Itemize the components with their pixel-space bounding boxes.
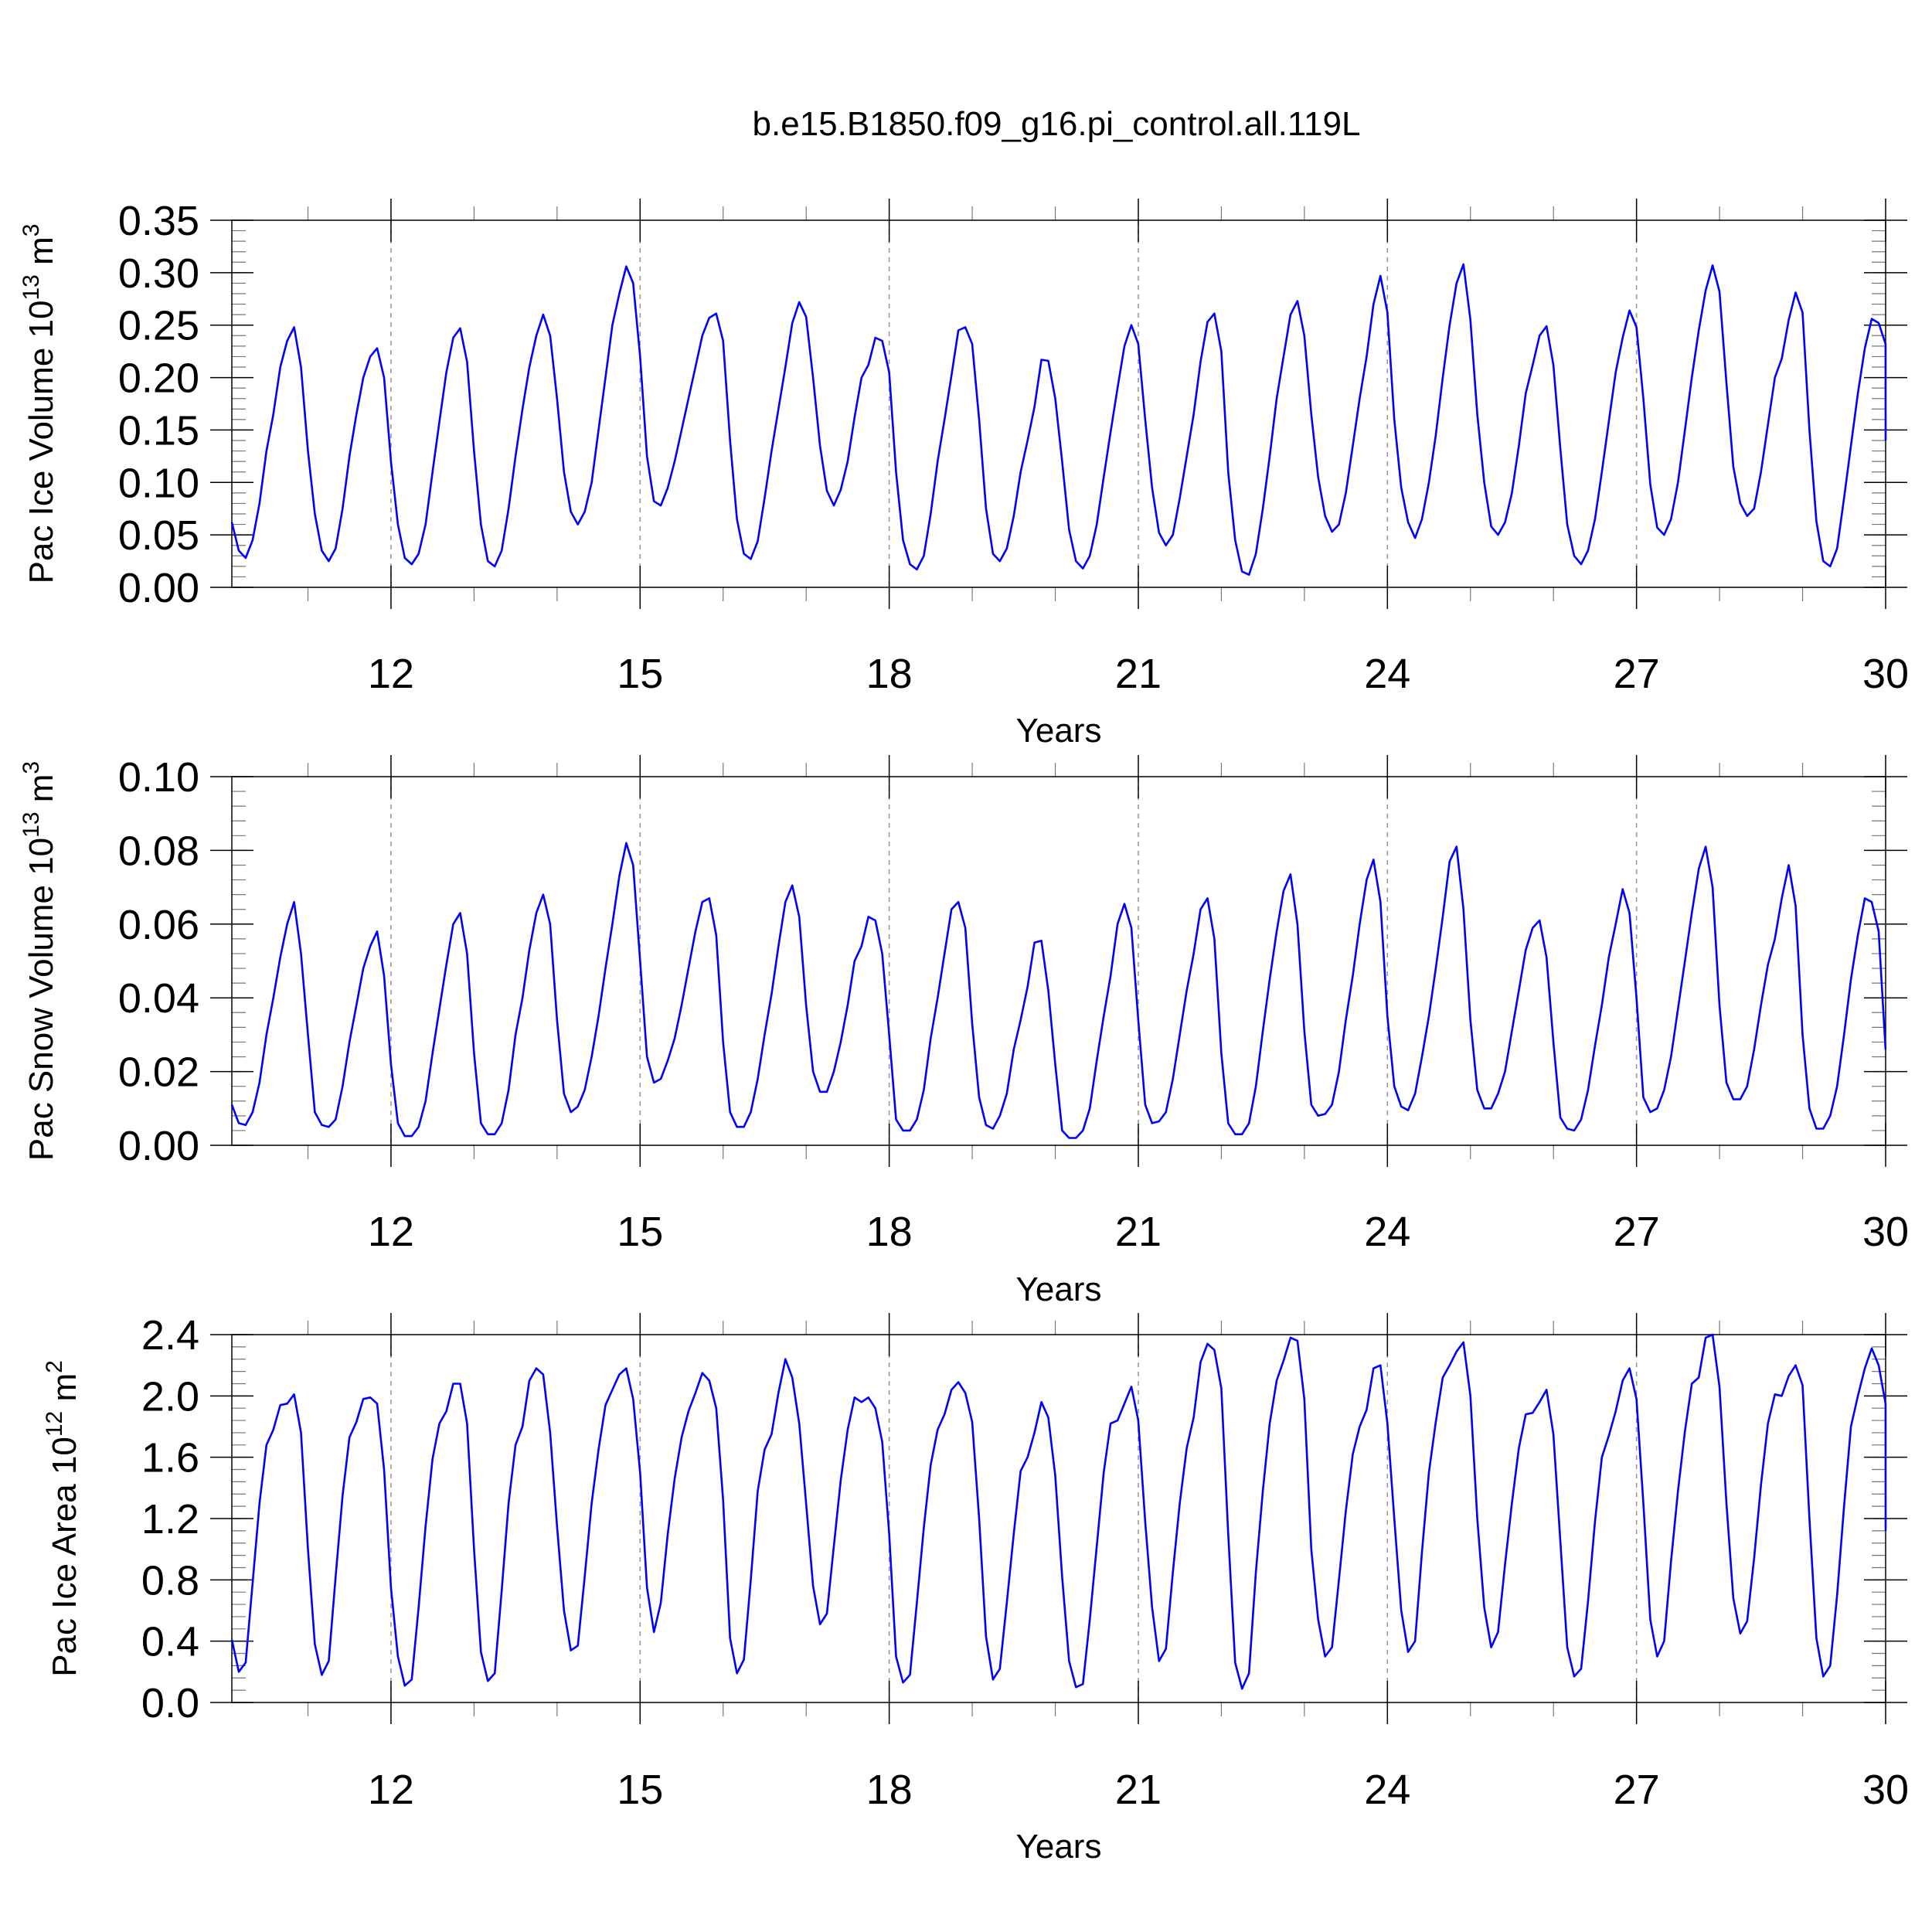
y-tick-label: 0.15 bbox=[118, 407, 199, 454]
y-axis-label-text: m bbox=[22, 236, 60, 274]
y-tick-label: 0.02 bbox=[118, 1049, 199, 1096]
x-tick-label: 18 bbox=[866, 1209, 913, 1255]
x-tick-label: 27 bbox=[1614, 651, 1660, 697]
y-axis-label-text: Pac Ice Volume 10 bbox=[22, 301, 60, 584]
plot-frame bbox=[231, 776, 1886, 1146]
x-tick-label: 18 bbox=[866, 1767, 913, 1813]
series-line-1 bbox=[230, 1333, 1887, 1690]
y-axis-label-superscript: 3 bbox=[19, 761, 44, 774]
x-tick-label: 24 bbox=[1364, 1209, 1410, 1255]
x-tick-label: 15 bbox=[617, 1209, 663, 1255]
chart-panel-2: 0.00 0.02 0.04 0.06 0.08 0.10 12 15 18 21 24 27 30 Ye… bbox=[19, 754, 1909, 1308]
x-tick-label: 21 bbox=[1115, 1767, 1162, 1813]
y-axis-label-superscript: 3 bbox=[19, 224, 44, 237]
y-axis-label-superscript: 13 bbox=[19, 274, 44, 300]
y-tick-label: 0.10 bbox=[118, 460, 199, 506]
y-tick-label: 0.00 bbox=[118, 565, 199, 611]
y-tick-label: 0.06 bbox=[118, 902, 199, 948]
x-tick-label: 21 bbox=[1115, 651, 1162, 697]
y-axis-label-text: Pac Ice Area 10 bbox=[46, 1437, 83, 1677]
x-tick-label: 15 bbox=[617, 1767, 663, 1813]
figure-title: b.e15.B1850.f09_g16.pi_control.all.119L bbox=[753, 105, 1361, 143]
x-tick-label: 18 bbox=[866, 651, 913, 697]
y-axis-label-text: m bbox=[46, 1373, 83, 1411]
x-tick-label: 12 bbox=[368, 1767, 414, 1813]
x-tick-label: 30 bbox=[1862, 651, 1909, 697]
y-tick-label: 0.30 bbox=[118, 250, 199, 297]
x-tick-label: 24 bbox=[1364, 651, 1410, 697]
y-axis-label-superscript: 2 bbox=[42, 1360, 67, 1373]
chart-panel-3: 0.0 0.4 0.8 1.2 1.6 2.0 2.4 12 15 18 21 24 27 30 Years… bbox=[42, 1312, 1909, 1866]
plot-frame bbox=[231, 219, 1886, 588]
x-tick-label: 15 bbox=[617, 651, 663, 697]
x-axis-label: Years bbox=[1016, 712, 1102, 750]
y-tick-label: 0.05 bbox=[118, 512, 199, 559]
x-axis-label: Years bbox=[1016, 1828, 1102, 1866]
y-tick-label: 2.0 bbox=[141, 1373, 199, 1420]
y-tick-label: 0.35 bbox=[118, 198, 199, 244]
chart-panel-1: 0.00 0.05 0.10 0.15 0.20 0.25 0.30 0.35 12 15 18 21… bbox=[19, 198, 1909, 750]
y-tick-label: 0.25 bbox=[118, 303, 199, 349]
x-tick-label: 27 bbox=[1614, 1767, 1660, 1813]
x-tick-label: 30 bbox=[1862, 1767, 1909, 1813]
y-tick-label: 0.00 bbox=[118, 1123, 199, 1169]
y-tick-label: 0.08 bbox=[118, 828, 199, 874]
y-tick-label: 1.2 bbox=[141, 1496, 199, 1543]
y-tick-label: 1.6 bbox=[141, 1435, 199, 1481]
y-axis-label: Pac Ice Area 1012 m2 bbox=[42, 1360, 83, 1677]
y-tick-label: 0.04 bbox=[118, 975, 199, 1022]
x-tick-label: 12 bbox=[368, 651, 414, 697]
y-tick-label: 0.10 bbox=[118, 754, 199, 801]
y-tick-label: 0.8 bbox=[141, 1557, 199, 1604]
y-tick-label: 0.4 bbox=[141, 1619, 199, 1665]
series-line-1 bbox=[230, 842, 1887, 1139]
y-axis-label-superscript: 12 bbox=[42, 1411, 67, 1437]
y-axis-label: Pac Ice Volume 1013 m3 bbox=[19, 224, 60, 584]
y-axis-label-text: m bbox=[22, 774, 60, 812]
y-axis-label-text: Pac Snow Volume 10 bbox=[22, 838, 60, 1161]
y-tick-label: 2.4 bbox=[141, 1312, 199, 1359]
y-axis-label-superscript: 13 bbox=[19, 811, 44, 837]
x-tick-label: 27 bbox=[1614, 1209, 1660, 1255]
series-line-1 bbox=[230, 263, 1887, 577]
x-tick-label: 24 bbox=[1364, 1767, 1410, 1813]
y-tick-label: 0.0 bbox=[141, 1680, 199, 1726]
y-tick-label: 0.20 bbox=[118, 355, 199, 402]
x-tick-label: 12 bbox=[368, 1209, 414, 1255]
x-axis-label: Years bbox=[1016, 1270, 1102, 1308]
y-axis-label: Pac Snow Volume 1013 m3 bbox=[19, 761, 60, 1161]
x-tick-label: 21 bbox=[1115, 1209, 1162, 1255]
x-tick-label: 30 bbox=[1862, 1209, 1909, 1255]
